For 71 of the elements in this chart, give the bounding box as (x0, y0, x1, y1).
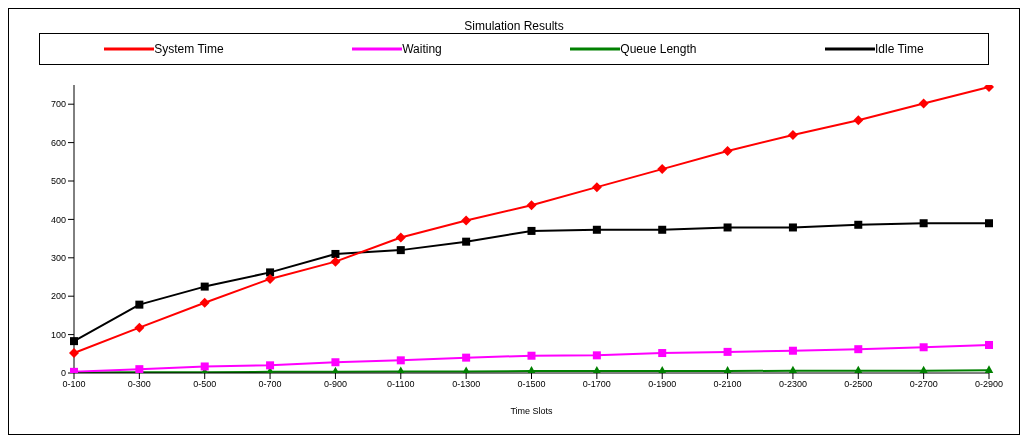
point (723, 223, 732, 232)
point (985, 219, 993, 228)
x-tick-label: 0-500 (193, 379, 217, 390)
point (723, 347, 732, 356)
x-tick-label: 0-900 (323, 379, 347, 390)
point (592, 225, 601, 234)
y-tick-label: 400 (50, 214, 66, 225)
point (461, 215, 472, 226)
y-tick-label: 200 (50, 291, 66, 302)
x-tick-label: 0-1900 (648, 379, 677, 390)
x-tick-label: 0-300 (127, 379, 151, 390)
y-tick-label: 600 (50, 137, 66, 148)
y-tick-label: 700 (50, 99, 66, 110)
y-tick-label: 500 (50, 176, 66, 187)
point (853, 115, 864, 126)
point (266, 361, 275, 370)
point (395, 232, 406, 243)
point (70, 337, 78, 346)
x-tick-label: 0-1500 (517, 379, 546, 390)
x-tick-label: 0-1700 (582, 379, 611, 390)
point (135, 300, 144, 309)
point (854, 220, 863, 229)
x-tick-label: 0-2100 (713, 379, 742, 390)
point (788, 223, 797, 232)
point (658, 225, 667, 234)
point (134, 322, 145, 333)
x-axis-title: Time Slots (510, 406, 554, 416)
point (657, 164, 668, 175)
point (592, 351, 601, 360)
point (985, 340, 993, 349)
point (787, 129, 798, 140)
point (330, 256, 341, 267)
x-tick-label: 0-100 (62, 379, 86, 390)
legend-label: Waiting (402, 42, 442, 56)
point (919, 343, 928, 352)
x-tick-label: 0-2900 (974, 379, 1004, 390)
point (854, 345, 863, 354)
point (918, 98, 929, 109)
legend-label: Idle Time (874, 42, 924, 56)
x-tick-label: 0-2700 (909, 379, 938, 390)
point (788, 346, 797, 355)
point (266, 268, 275, 277)
point (69, 348, 79, 359)
x-tick-label: 0-1100 (387, 379, 415, 390)
point (331, 358, 340, 367)
point (527, 351, 536, 360)
y-tick-label: 300 (50, 253, 66, 263)
x-tick-label: 0-1300 (452, 379, 481, 390)
point (462, 353, 471, 362)
point (462, 237, 471, 246)
point (722, 146, 733, 157)
y-tick-label: 0 (60, 368, 66, 379)
point (265, 273, 276, 284)
point (331, 249, 340, 258)
point (200, 362, 209, 371)
x-tick-label: 0-2300 (778, 379, 807, 390)
x-tick-label: 0-2500 (844, 379, 873, 390)
legend-label: Queue Length (620, 42, 697, 56)
chart-title: Simulation Results (463, 18, 565, 33)
point (396, 356, 405, 365)
point (526, 200, 537, 211)
point (527, 226, 536, 235)
point (200, 282, 209, 291)
point (658, 349, 667, 358)
point (919, 219, 928, 228)
y-tick-label: 100 (50, 329, 66, 340)
point (591, 182, 602, 193)
legend-label: System Time (154, 42, 224, 56)
point (199, 297, 210, 308)
x-tick-label: 0-700 (258, 379, 282, 390)
point (396, 246, 405, 255)
